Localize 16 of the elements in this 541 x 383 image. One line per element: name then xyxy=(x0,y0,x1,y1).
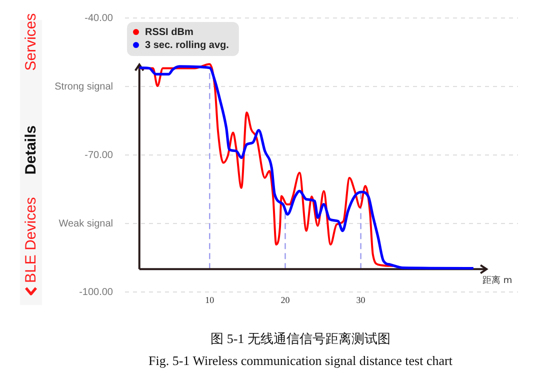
text: 图 5-1 无线通信信号距离测试图 xyxy=(210,330,392,348)
x-axis-title: 距离 m xyxy=(482,275,512,286)
x-tick-label: 10 xyxy=(205,294,215,305)
y-tick-label: -70.00 xyxy=(84,150,114,161)
x-tick-label: 30 xyxy=(356,294,366,305)
x-tick-label: 20 xyxy=(280,294,290,305)
legend-label: RSSI dBm xyxy=(145,26,194,38)
y-tick-label: -100.00 xyxy=(79,286,114,298)
y-tick-label: Weak signal xyxy=(58,218,113,230)
y-tick-label: -40.00 xyxy=(84,12,114,24)
text: BLE Devices xyxy=(22,197,40,283)
text: Fig. 5-1 Wireless communication signal distance test chart xyxy=(148,353,454,369)
legend-label: 3 sec. rolling avg. xyxy=(145,40,230,51)
text: Services xyxy=(22,13,40,71)
y-tick-label: Strong signal xyxy=(54,81,113,92)
text: Details xyxy=(22,125,40,175)
